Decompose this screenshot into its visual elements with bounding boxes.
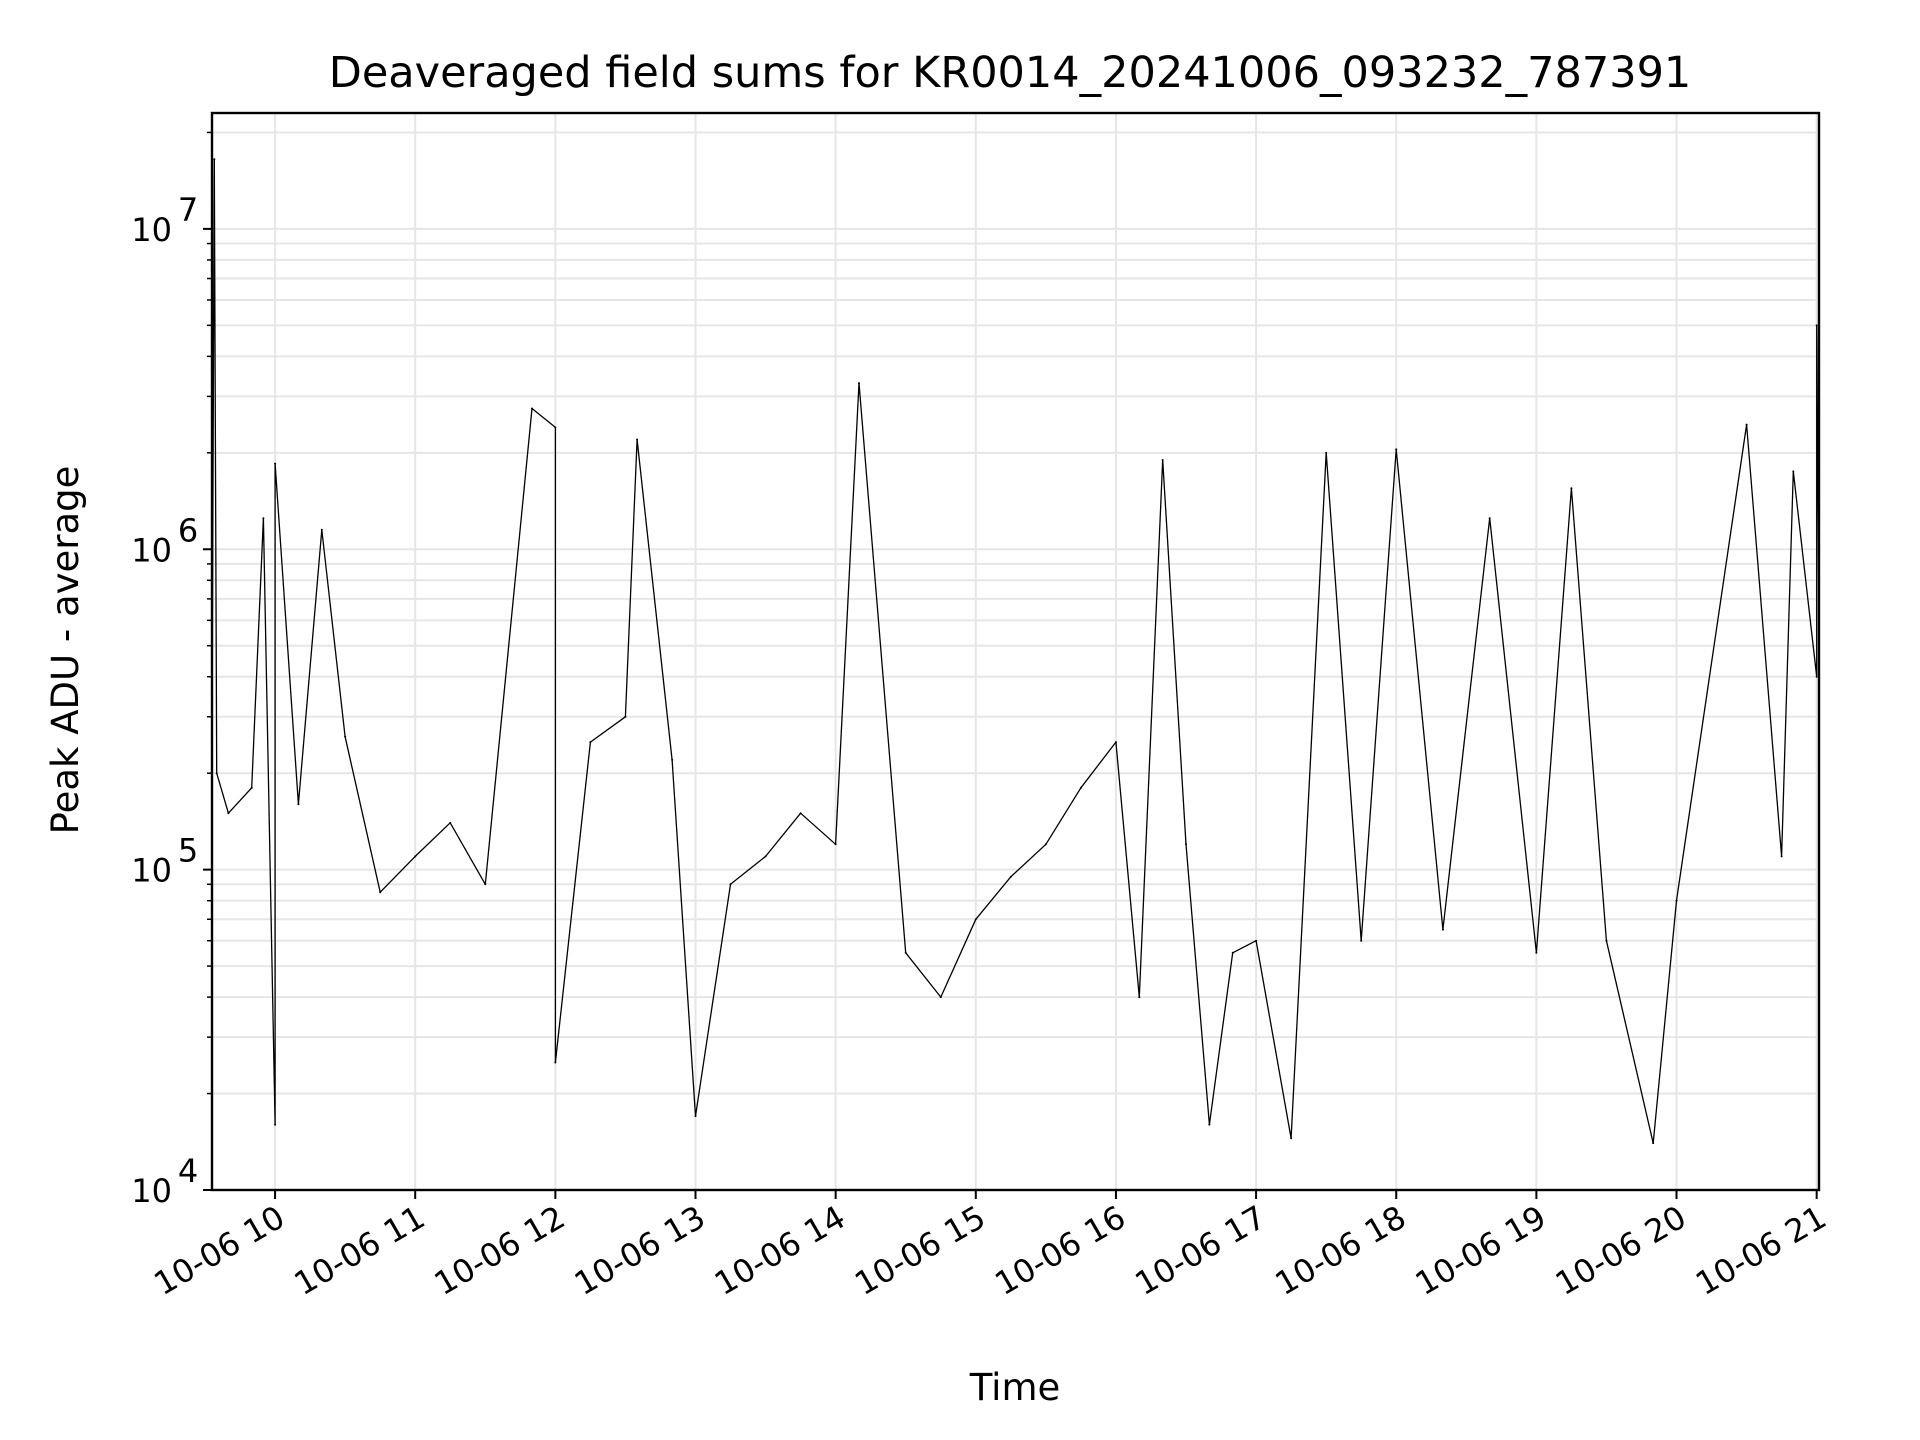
data-point bbox=[1792, 470, 1795, 473]
data-point bbox=[1780, 855, 1783, 858]
series-line bbox=[211, 158, 1820, 1144]
y-tick-label: 10 bbox=[131, 1172, 172, 1210]
data-point bbox=[1675, 899, 1678, 902]
data-point bbox=[1570, 487, 1573, 490]
data-point bbox=[1360, 939, 1363, 942]
data-point bbox=[274, 1123, 277, 1126]
data-point bbox=[1231, 951, 1234, 954]
data-point bbox=[764, 855, 767, 858]
y-tick-label: 10 bbox=[131, 531, 172, 569]
data-point bbox=[1488, 517, 1491, 520]
data-point bbox=[636, 438, 639, 441]
data-point bbox=[589, 741, 592, 744]
data-point bbox=[1395, 448, 1398, 451]
data-point bbox=[344, 735, 347, 738]
data-point bbox=[449, 821, 452, 824]
data-point bbox=[1441, 928, 1444, 931]
y-tick-exponent: 6 bbox=[178, 511, 198, 549]
data-point bbox=[974, 918, 977, 921]
data-point bbox=[414, 855, 417, 858]
data-point bbox=[1815, 324, 1818, 327]
y-tick-label: 10 bbox=[131, 852, 172, 890]
data-point bbox=[904, 951, 907, 954]
data-point bbox=[858, 382, 861, 385]
y-axis-label: Peak ADU - average bbox=[44, 466, 87, 835]
data-point bbox=[1325, 451, 1328, 454]
data-point bbox=[274, 462, 277, 465]
data-point bbox=[213, 158, 216, 161]
data-point bbox=[227, 812, 230, 815]
data-point bbox=[379, 891, 382, 894]
y-tick-label: 10 bbox=[131, 211, 172, 249]
data-point bbox=[1535, 951, 1538, 954]
data-point bbox=[1208, 1123, 1211, 1126]
data-point bbox=[215, 772, 218, 775]
data-point bbox=[250, 786, 253, 789]
data-point bbox=[624, 715, 627, 718]
data-point bbox=[939, 996, 942, 999]
data-point bbox=[297, 803, 300, 806]
data-point bbox=[554, 1061, 557, 1064]
data-point bbox=[1185, 843, 1188, 846]
data-point bbox=[1255, 939, 1258, 942]
x-axis-label: Time bbox=[969, 1366, 1061, 1409]
plot-frame bbox=[210, 111, 1821, 1192]
data-point bbox=[1044, 843, 1047, 846]
data-point bbox=[1290, 1137, 1293, 1140]
data-point bbox=[1079, 786, 1082, 789]
data-point bbox=[554, 426, 557, 429]
data-point bbox=[799, 812, 802, 815]
data-point bbox=[694, 1115, 697, 1118]
data-point bbox=[1009, 875, 1012, 878]
data-point bbox=[320, 528, 323, 531]
data-point bbox=[1114, 741, 1117, 744]
data-point bbox=[834, 843, 837, 846]
data-point bbox=[530, 407, 533, 410]
y-tick-exponent: 4 bbox=[178, 1152, 198, 1190]
data-point bbox=[484, 883, 487, 886]
grid bbox=[212, 113, 1819, 1191]
data-point bbox=[1815, 675, 1818, 678]
data-point bbox=[1161, 458, 1164, 461]
y-tick-exponent: 5 bbox=[178, 832, 198, 870]
data-point bbox=[671, 758, 674, 761]
data-point bbox=[729, 883, 732, 886]
data-point bbox=[1605, 939, 1608, 942]
data-point bbox=[1652, 1142, 1655, 1145]
data-point bbox=[262, 517, 265, 520]
y-tick-exponent: 7 bbox=[178, 191, 198, 229]
data-point bbox=[1745, 423, 1748, 426]
chart-title: Deaveraged field sums for KR0014_2024100… bbox=[329, 48, 1692, 98]
data-point bbox=[1138, 996, 1141, 999]
